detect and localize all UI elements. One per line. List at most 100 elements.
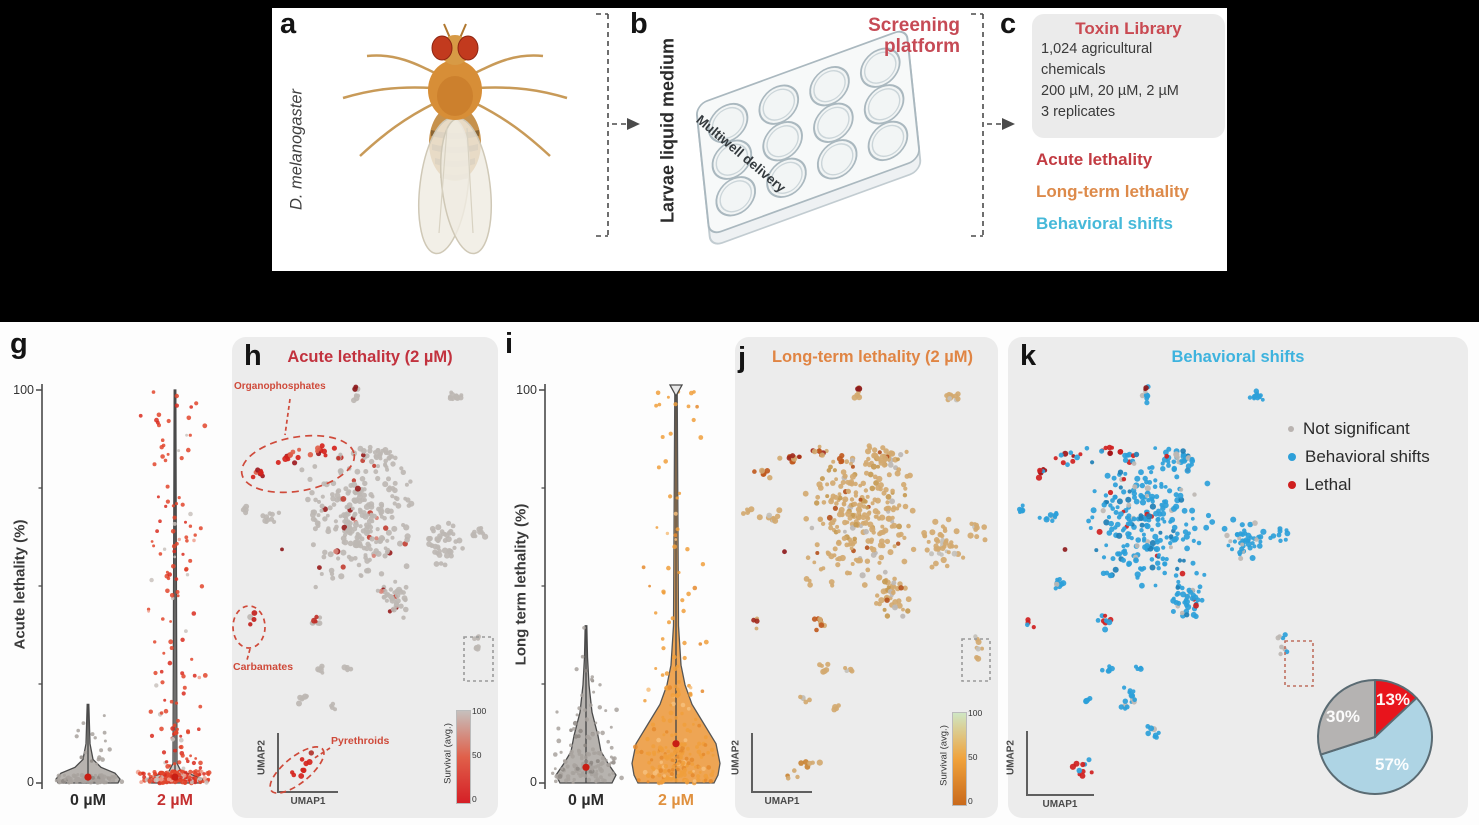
annotations-layer [232,398,1314,794]
panel-j-colorbar-tick-0: 0 [968,796,973,806]
behavioral-shifts-pie-chart [1317,678,1434,795]
toxin-line-1: 1,024 agricultural [1041,41,1153,57]
panel-i-violins [551,384,721,786]
panel-h-letter: h [244,340,262,372]
toxin-library-box: Toxin Library 1,024 agricultural chemica… [1032,14,1225,138]
multiwell-plate-image [695,30,922,245]
panel-g-tick-100: 100 [13,383,34,397]
pie-label-30: 30% [1325,707,1361,726]
fly-thorax-shade [437,76,473,116]
organophosphates-callout-line [284,398,291,436]
legend-item-behavioral-shifts: Behavioral shifts [1288,443,1430,471]
fruit-fly-image [342,23,568,255]
panel-k-highlight-box [1284,640,1314,687]
fly-eye-right [457,35,479,61]
legend-label: Lethal [1305,475,1352,494]
panel-i-category-2uM: 2 µM [658,792,694,809]
panel-k-umap-axes [1026,731,1094,796]
panel-j-dots [741,385,988,781]
screening-platform-title: Screening platform [868,15,960,57]
legend-dot-blue [1288,453,1296,461]
pyrethroids-label: Pyrethroids [331,735,390,747]
connector-a-to-b [596,13,640,237]
panel-g-category-0uM: 0 µM [70,792,106,809]
panel-j-title: Long-term lethality (2 µM) [771,348,974,366]
panel-g-violins [54,389,212,786]
panel-i-letter: i [505,328,514,360]
readout-long-term-lethality: Long-term lethality [1036,182,1190,201]
larvae-medium-label: Larvae liquid medium [657,37,678,224]
panel-g-y-axis-label: Acute lethality (%) [11,519,29,650]
panel-j-umap-axes [751,733,812,793]
toxin-line-4: 3 replicates [1041,104,1116,120]
panel-h-umap-axes [277,733,338,793]
panel-h-colorbar [456,710,471,804]
panel-h-colorbar-tick-50: 50 [472,750,482,760]
panel-h-colorbar-label: Survival (avg.) [442,723,454,784]
panel-h-colorbar-tick-0: 0 [472,794,477,804]
panel-h-background [232,337,498,818]
connector-b-to-c [971,13,1015,237]
legend-label: Behavioral shifts [1305,447,1430,466]
panel-k-umap1-label: UMAP1 [1042,799,1078,810]
panel-c-letter: c [1000,8,1017,40]
panel-h-annotations [232,398,356,794]
legend-item-not-significant: Not significant [1288,415,1430,443]
panel-h-title: Acute lethality (2 µM) [287,348,453,366]
toxin-line-3: 200 µM, 20 µM, 2 µM [1041,83,1179,99]
arrow-right-icon [1002,118,1015,130]
panel-i-y-axis [539,384,546,789]
panel-h-dots [240,384,489,779]
pie-label-57: 57% [1374,755,1410,774]
toxin-library-title: Toxin Library [1075,19,1182,38]
panel-j-umap2-label: UMAP2 [730,740,742,776]
panel-j-colorbar-label: Survival (avg.) [938,725,950,786]
panel-j-highlight-box [961,638,991,682]
panel-g-letter: g [10,328,28,360]
fly-antennae [443,23,467,39]
panel-k-dots [1017,384,1291,779]
organism-label: D. melanogaster [287,88,306,211]
panel-i-tick-0: 0 [530,775,537,789]
panel-k-umap2-label: UMAP2 [1005,740,1017,776]
carbamates-callout-line [246,648,251,661]
panel-g-y-axis [36,384,43,789]
panel-k-title: Behavioral shifts [1171,348,1305,366]
carbamates-label: Carbamates [233,661,294,673]
fly-eye-left [431,35,453,61]
panel-j-colorbar-tick-100: 100 [968,708,983,718]
organophosphates-label: Organophosphates [234,381,326,392]
panel-i-y-axis-label: Long term lethality (%) [512,503,530,666]
legend-label: Not significant [1303,419,1410,438]
toxin-line-2: chemicals [1041,62,1106,78]
panel-k-letter: k [1020,340,1037,372]
organophosphates-ellipse [240,434,356,494]
panel-j-colorbar [952,712,967,806]
legend-dot-red [1288,481,1296,489]
panel-h-umap1-label: UMAP1 [290,796,326,807]
panel-j-letter: j [738,342,747,374]
pyrethroids-ellipse [269,746,325,794]
panel-g-tick-0: 0 [27,775,34,789]
panel-i-category-0uM: 0 µM [568,792,604,809]
legend-dot-gray [1288,426,1294,432]
fly-wings [418,117,492,255]
panel-j-colorbar-tick-50: 50 [968,752,978,762]
legend-item-lethal: Lethal [1288,471,1430,499]
panel-h-colorbar-tick-100: 100 [472,706,487,716]
panel-h-umap2-label: UMAP2 [256,740,268,776]
panel-a-letter: a [280,8,297,40]
readout-acute-lethality: Acute lethality [1036,150,1153,169]
pie-label-13: 13% [1375,690,1411,709]
readout-behavioral-shifts: Behavioral shifts [1036,214,1173,233]
panel-b-letter: b [630,8,648,40]
panel-k-legend: Not significant Behavioral shifts Lethal [1288,415,1430,499]
panel-i-tick-100: 100 [516,383,537,397]
panel-j-umap1-label: UMAP1 [764,796,800,807]
arrow-right-icon [627,118,640,130]
panel-g-category-2uM: 2 µM [157,792,193,809]
plate-wells [707,47,909,217]
panel-h-highlight-box [463,636,494,682]
